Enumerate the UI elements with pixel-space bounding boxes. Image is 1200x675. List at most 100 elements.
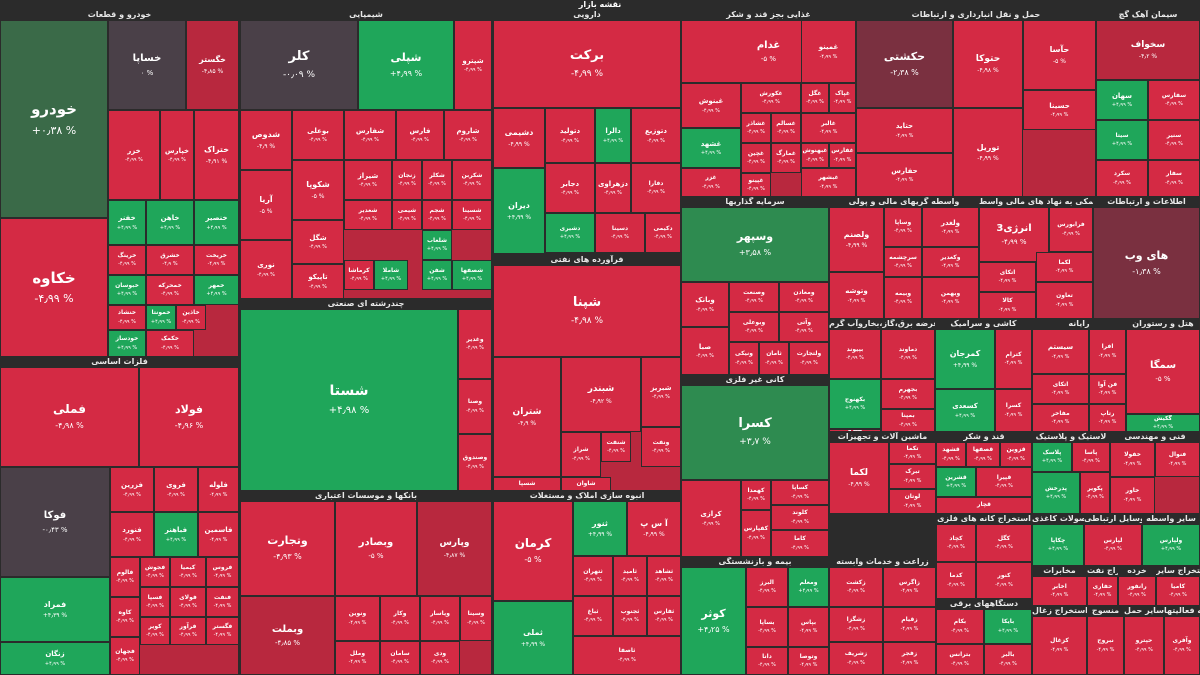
stock-tile[interactable]: خکاوه -۴٫۹۹ % bbox=[0, 218, 108, 357]
stock-tile[interactable]: ثجنوب -۴٫۹۹ % bbox=[613, 596, 647, 636]
stock-tile[interactable]: وساپا -۴٫۹۹ % bbox=[884, 207, 922, 247]
stock-tile[interactable]: دیران +۴٫۹۹ % bbox=[493, 168, 545, 254]
stock-tile[interactable]: وکار -۴٫۹۹ % bbox=[380, 596, 420, 641]
stock-tile[interactable]: زقیام -۴٫۹۹ % bbox=[883, 607, 936, 642]
stock-tile[interactable]: بساپا -۴٫۹۹ % bbox=[746, 607, 788, 647]
stock-tile[interactable]: شکلر -۴٫۹۹ % bbox=[422, 160, 452, 200]
stock-tile[interactable]: قشهد -۴٫۹۹ % bbox=[936, 442, 966, 467]
stock-tile[interactable]: شسپا bbox=[493, 477, 561, 491]
stock-tile[interactable]: دتوزیع -۴٫۹۹ % bbox=[631, 108, 681, 163]
stock-tile[interactable]: فولاد -۴٫۹۶ % bbox=[139, 367, 239, 467]
stock-tile[interactable]: کامیا -۴٫۹۹ % bbox=[1156, 576, 1200, 606]
stock-tile[interactable]: حسینا -۴٫۹۹ % bbox=[1023, 90, 1096, 130]
stock-tile[interactable]: دالرا +۴٫۹۹ % bbox=[595, 108, 631, 163]
stock-tile[interactable]: اخابر -۴٫۹۹ % bbox=[1032, 576, 1087, 606]
stock-tile[interactable]: توریل -۴٫۹۹ % bbox=[953, 108, 1023, 197]
stock-tile[interactable]: فگستر -۴٫۹۹ % bbox=[206, 617, 239, 645]
stock-tile[interactable]: غمینو -۴٫۹۹ % bbox=[801, 20, 856, 83]
stock-tile[interactable]: شغدیر -۴٫۹۹ % bbox=[344, 200, 392, 230]
stock-tile[interactable]: وبصادر -۵ % bbox=[335, 501, 417, 596]
stock-tile[interactable]: آ س پ -۴٫۹۹ % bbox=[627, 501, 681, 556]
stock-tile[interactable]: غپاک -۴٫۹۹ % bbox=[829, 83, 856, 113]
stock-tile[interactable]: غبهنوش -۴٫۹۹ % bbox=[801, 143, 829, 168]
stock-tile[interactable]: تعاون -۴٫۹۹ % bbox=[1036, 282, 1093, 319]
stock-tile[interactable]: لوتان -۴٫۹۹ % bbox=[889, 489, 936, 514]
stock-tile[interactable]: ودی -۴٫۹۹ % bbox=[420, 641, 460, 675]
stock-tile[interactable]: قپیرا -۴٫۹۹ % bbox=[976, 467, 1032, 497]
stock-tile[interactable]: بکهنوج +۴٫۹۹ % bbox=[829, 379, 881, 429]
stock-tile[interactable]: پدرخش +۴٫۹۹ % bbox=[1032, 472, 1080, 514]
stock-tile[interactable]: فنوال -۴٫۹۹ % bbox=[1155, 442, 1200, 477]
stock-tile[interactable]: اتکای -۴٫۹۹ % bbox=[1032, 374, 1089, 404]
stock-tile[interactable]: حتوکا -۴٫۹۸ % bbox=[953, 20, 1023, 108]
stock-tile[interactable]: سخواف -۴٫۲ % bbox=[1096, 20, 1200, 80]
stock-tile[interactable]: فلوله -۴٫۹۹ % bbox=[198, 467, 239, 512]
stock-tile[interactable]: کرمان -۵ % bbox=[493, 501, 573, 601]
stock-tile[interactable]: فجهان -۴٫۹۹ % bbox=[110, 637, 140, 675]
stock-tile[interactable]: وسینا -۴٫۹۹ % bbox=[460, 596, 492, 641]
stock-tile[interactable]: دشیمی -۴٫۹۹ % bbox=[493, 108, 545, 168]
stock-tile[interactable]: شکربن -۴٫۹۹ % bbox=[452, 160, 492, 200]
stock-tile[interactable]: زفجر -۴٫۹۹ % bbox=[883, 642, 936, 675]
stock-tile[interactable]: فولای -۴٫۹۹ % bbox=[170, 587, 206, 617]
stock-tile[interactable]: کسعدی +۴٫۹۹ % bbox=[935, 389, 995, 432]
stock-tile[interactable]: سرچشمه -۴٫۹۹ % bbox=[884, 247, 922, 277]
stock-tile[interactable]: آریا -۵ % bbox=[240, 170, 292, 240]
stock-tile[interactable]: تاپیکو -۴٫۹۹ % bbox=[292, 264, 344, 299]
stock-tile[interactable]: غزر -۴٫۹۹ % bbox=[681, 168, 741, 197]
stock-tile[interactable]: شدوص -۴٫۹ % bbox=[240, 110, 292, 170]
stock-tile[interactable]: خگستر -۴٫۸۵ % bbox=[186, 20, 239, 110]
stock-tile[interactable]: وآفری -۴٫۹۹ % bbox=[1164, 616, 1200, 675]
stock-tile[interactable]: کگل -۴٫۹۹ % bbox=[976, 524, 1032, 562]
stock-tile[interactable]: نبروج -۴٫۹۹ % bbox=[1087, 616, 1124, 675]
stock-tile[interactable]: بنیرو bbox=[829, 429, 881, 432]
stock-tile[interactable]: ثامان -۴٫۹۹ % bbox=[759, 342, 789, 375]
stock-tile[interactable]: سکرد -۴٫۹۹ % bbox=[1096, 160, 1148, 197]
stock-tile[interactable]: شپلی +۴٫۹۹ % bbox=[358, 20, 454, 110]
stock-tile[interactable]: وبانک -۴٫۹۹ % bbox=[681, 282, 729, 327]
stock-tile[interactable]: ولپارس +۴٫۹۹ % bbox=[1142, 524, 1200, 566]
stock-tile[interactable]: غسالم -۴٫۹۹ % bbox=[771, 113, 801, 143]
stock-tile[interactable]: سامان -۴٫۹۹ % bbox=[380, 641, 420, 675]
stock-tile[interactable]: شصفها +۴٫۹۹ % bbox=[452, 260, 492, 290]
stock-tile[interactable]: فزرین -۴٫۹۹ % bbox=[110, 467, 154, 512]
stock-tile[interactable]: رتاپ -۴٫۹۹ % bbox=[1089, 404, 1126, 432]
stock-tile[interactable]: زنجان -۴٫۹۹ % bbox=[392, 160, 422, 200]
stock-tile[interactable]: خمونتا +۴٫۹۹ % bbox=[146, 305, 176, 330]
stock-tile[interactable]: چکاپا +۴٫۹۹ % bbox=[1032, 524, 1084, 566]
stock-tile[interactable]: بجهرم -۴٫۹۹ % bbox=[881, 379, 935, 409]
stock-tile[interactable]: صبا -۴٫۹۹ % bbox=[681, 327, 729, 375]
stock-tile[interactable]: شفن +۴٫۹۹ % bbox=[422, 260, 452, 290]
stock-tile[interactable]: حپترو -۴٫۹۹ % bbox=[1124, 616, 1164, 675]
stock-tile[interactable]: دفارا -۴٫۹۹ % bbox=[631, 163, 681, 213]
stock-tile[interactable]: خریخت -۴٫۹۹ % bbox=[194, 245, 239, 275]
stock-tile[interactable]: شپنا -۴٫۹۸ % bbox=[493, 265, 681, 357]
stock-tile[interactable]: حکشتی -۲٫۳۸ % bbox=[856, 20, 953, 108]
stock-tile[interactable]: فجوش -۴٫۹۹ % bbox=[140, 557, 170, 587]
stock-tile[interactable]: مفاخر -۴٫۹۹ % bbox=[1032, 404, 1089, 432]
stock-tile[interactable]: بپیوند -۴٫۹۹ % bbox=[829, 329, 881, 379]
stock-tile[interactable]: شستا +۴٫۹۸ % bbox=[240, 309, 458, 491]
stock-tile[interactable]: کویر -۴٫۹۹ % bbox=[140, 617, 170, 645]
stock-tile[interactable]: وتوشه -۴٫۹۹ % bbox=[829, 272, 884, 319]
stock-tile[interactable]: خرینگ -۴٫۹۹ % bbox=[108, 245, 146, 275]
stock-tile[interactable]: وسپهر +۳٫۵۸ % bbox=[681, 207, 829, 282]
stock-tile[interactable]: کدما -۴٫۹۹ % bbox=[936, 562, 976, 599]
stock-tile[interactable]: ولغدر -۴٫۹۹ % bbox=[922, 207, 979, 247]
stock-tile[interactable]: کترام -۴٫۹۹ % bbox=[995, 329, 1032, 389]
stock-tile[interactable]: فملی -۴٫۹۸ % bbox=[0, 367, 139, 467]
stock-tile[interactable]: کهمدا -۴٫۹۹ % bbox=[741, 480, 771, 510]
stock-tile[interactable]: کرازی -۴٫۹۹ % bbox=[681, 480, 741, 557]
stock-tile[interactable]: وصندوق -۴٫۹۹ % bbox=[458, 434, 492, 491]
stock-tile[interactable]: خاهن +۴٫۹۹ % bbox=[146, 200, 194, 245]
stock-tile[interactable]: فرآور -۴٫۹۹ % bbox=[170, 617, 206, 645]
stock-tile[interactable]: غکورش -۴٫۹۹ % bbox=[741, 83, 801, 113]
stock-tile[interactable]: کالا -۴٫۹۹ % bbox=[979, 292, 1036, 319]
stock-tile[interactable]: وتجارت -۴٫۹۳ % bbox=[240, 501, 335, 596]
stock-tile[interactable]: گکیش +۴٫۹۹ % bbox=[1126, 414, 1200, 432]
stock-tile[interactable]: خودساز +۴٫۹۹ % bbox=[108, 330, 146, 357]
stock-tile[interactable]: خبوسان +۴٫۹۹ % bbox=[108, 275, 146, 305]
stock-tile[interactable]: وغدیر -۴٫۹۹ % bbox=[458, 309, 492, 379]
stock-tile[interactable]: غمارگ -۴٫۹۹ % bbox=[771, 143, 801, 173]
stock-tile[interactable]: نوری -۴٫۹۹ % bbox=[240, 240, 292, 299]
